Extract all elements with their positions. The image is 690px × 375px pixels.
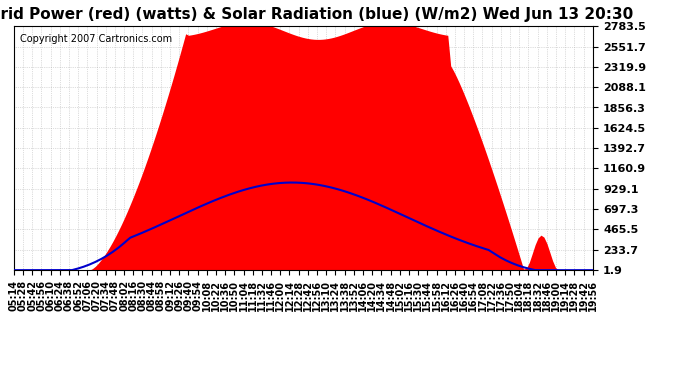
Text: Copyright 2007 Cartronics.com: Copyright 2007 Cartronics.com <box>19 34 172 44</box>
Text: Grid Power (red) (watts) & Solar Radiation (blue) (W/m2) Wed Jun 13 20:30: Grid Power (red) (watts) & Solar Radiati… <box>0 8 633 22</box>
